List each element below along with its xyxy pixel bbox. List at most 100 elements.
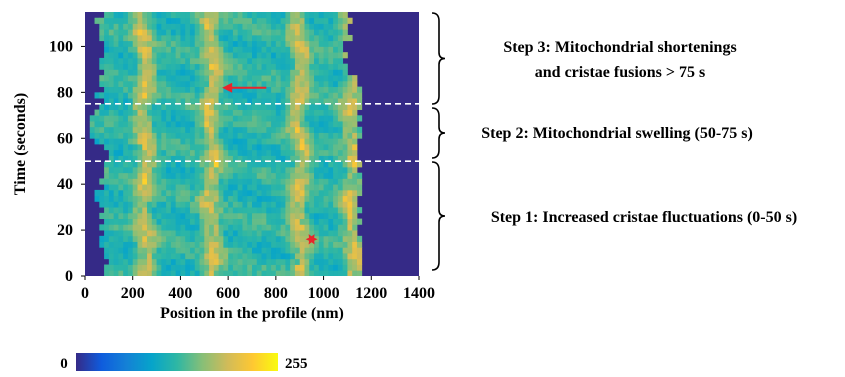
heatmap-cell (218, 115, 224, 122)
heatmap-cell (247, 224, 253, 231)
heatmap-cell (242, 247, 248, 254)
heatmap-cell (204, 144, 210, 151)
heatmap-cell (318, 121, 324, 128)
heatmap-cell (271, 132, 277, 139)
heatmap-cell (113, 184, 119, 191)
heatmap-cell (318, 75, 324, 82)
heatmap-cell (299, 23, 305, 30)
heatmap-cell (185, 115, 191, 122)
heatmap-cell (189, 207, 196, 214)
heatmap-cell (142, 121, 148, 128)
heatmap-cell (142, 166, 148, 174)
heatmap-cell (108, 138, 115, 145)
heatmap-cell (209, 132, 215, 139)
curly-brace (431, 107, 446, 159)
heatmap-cell (185, 212, 191, 220)
heatmap-cell (194, 172, 200, 179)
heatmap-cell (199, 115, 205, 122)
heatmap-cell (223, 86, 229, 93)
heatmap-cell (256, 29, 262, 36)
heatmap-cell (337, 258, 344, 265)
heatmap-cell (299, 12, 305, 19)
heatmap-cell (304, 17, 310, 24)
heatmap-cell (275, 23, 282, 30)
heatmap-cell (337, 52, 344, 59)
heatmap-cell (237, 161, 243, 168)
heatmap-cell (142, 144, 148, 151)
heatmap-cell (309, 172, 315, 179)
heatmap-cell (356, 218, 363, 225)
heatmap-cell (309, 115, 315, 122)
heatmap-cell (271, 155, 277, 162)
heatmap-cell (266, 166, 272, 174)
heatmap-cell (247, 52, 253, 59)
heatmap-cell (280, 264, 286, 271)
heatmap-cell (156, 172, 162, 179)
heatmap-cell (199, 138, 205, 145)
heatmap-cell (309, 57, 315, 65)
heatmap-cell (166, 201, 172, 208)
heatmap-cell (137, 218, 143, 225)
heatmap-cell (347, 144, 353, 151)
heatmap-cell (342, 132, 348, 139)
heatmap-cell (151, 258, 157, 265)
heatmap-cell (347, 230, 353, 237)
heatmap-cell (266, 241, 272, 248)
heatmap-cell (127, 46, 134, 53)
heatmap-cell (261, 115, 267, 122)
heatmap-cell (232, 253, 239, 260)
heatmap-cell (342, 75, 348, 82)
x-tick-label: 400 (168, 285, 192, 302)
heatmap-cell (137, 138, 143, 145)
heatmap-cell (275, 230, 282, 237)
heatmap-cell (228, 155, 234, 162)
heatmap-cell (189, 230, 196, 237)
heatmap-cell (189, 270, 196, 276)
heatmap-cell (328, 103, 334, 110)
heatmap-cell (304, 92, 310, 99)
heatmap-cell (285, 235, 291, 242)
x-tick-label: 600 (216, 285, 240, 302)
heatmap-cell (185, 75, 191, 82)
heatmap-cell (175, 241, 181, 248)
heatmap-cell (99, 109, 105, 116)
heatmap-cell (180, 172, 186, 179)
heatmap-cell (204, 115, 210, 122)
heatmap-cell (170, 86, 177, 93)
heatmap-cell (328, 149, 334, 156)
heatmap-cell (113, 270, 119, 276)
heatmap-cell (132, 201, 138, 208)
heatmap-cell (147, 17, 153, 24)
heatmap-cell (204, 264, 210, 271)
heatmap-cell (108, 247, 115, 254)
heatmap-cell (356, 126, 363, 133)
heatmap-cell (237, 40, 243, 47)
heatmap-cell (323, 155, 329, 162)
heatmap-cell (323, 86, 329, 93)
heatmap-cell (127, 270, 134, 276)
heatmap-cell (204, 230, 210, 237)
heatmap-cell (266, 34, 272, 42)
heatmap-cell (342, 212, 348, 220)
heatmap-cell (347, 115, 353, 122)
heatmap-cell (218, 258, 224, 265)
heatmap-cell (333, 34, 339, 42)
heatmap-cell (309, 207, 315, 214)
heatmap-cell (94, 17, 100, 24)
heatmap-cell (175, 195, 181, 202)
heatmap-cell (304, 189, 310, 197)
heatmap-cell (247, 207, 253, 214)
heatmap-cell (328, 195, 334, 202)
heatmap-cell (309, 40, 315, 47)
heatmap-cell (299, 178, 305, 185)
heatmap-cell (104, 161, 110, 168)
heatmap-cell (242, 121, 248, 128)
heatmap-cell (218, 149, 224, 156)
heatmap-cell (175, 149, 181, 156)
heatmap-cell (161, 224, 167, 231)
heatmap-cell (256, 86, 262, 93)
heatmap-cell (137, 184, 143, 191)
heatmap-cell (151, 121, 157, 128)
heatmap-cell (161, 92, 167, 99)
heatmap-cell (218, 23, 224, 30)
